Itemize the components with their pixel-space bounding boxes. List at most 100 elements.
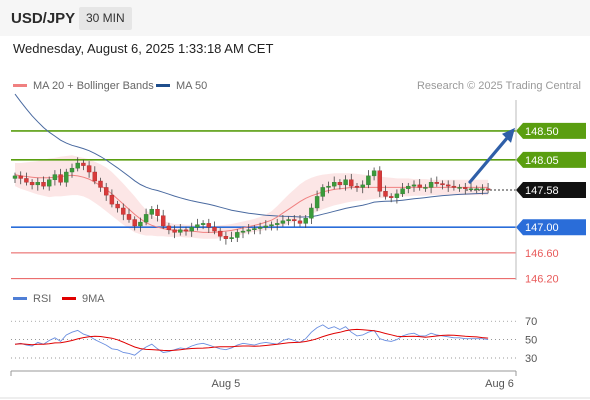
candle xyxy=(109,194,115,205)
price-tag-148.50 xyxy=(516,122,586,139)
x-label-aug-5: Aug 5 xyxy=(212,378,241,390)
projection-arrow-shaft xyxy=(468,135,510,184)
candle xyxy=(417,184,422,188)
timeframe-button[interactable]: 30 MIN xyxy=(79,7,132,30)
candle xyxy=(166,225,172,231)
candle xyxy=(446,184,451,187)
candle xyxy=(411,184,417,187)
ma9-swatch xyxy=(62,296,76,300)
candle xyxy=(394,193,400,198)
candle xyxy=(275,223,280,225)
rsi-tick-50: 50 xyxy=(525,335,537,347)
candle xyxy=(337,182,343,186)
candle xyxy=(75,162,80,169)
candle xyxy=(69,167,75,173)
research-credit: Research © 2025 Trading Central xyxy=(416,80,581,92)
candle xyxy=(183,229,189,232)
price-tag-label-148.05: 148.05 xyxy=(525,155,559,167)
candle xyxy=(58,174,63,183)
candle xyxy=(35,182,40,186)
symbol-label: USD/JPY xyxy=(11,10,76,27)
candle xyxy=(52,174,58,180)
candle xyxy=(320,187,325,197)
candle xyxy=(292,219,297,222)
candle xyxy=(195,224,200,228)
legend-ma50: MA 50 xyxy=(156,80,207,92)
ma50-swatch xyxy=(156,83,170,87)
candle xyxy=(98,180,103,188)
legend-rsi: RSI xyxy=(13,293,51,305)
candle xyxy=(189,227,194,232)
candle xyxy=(160,215,166,227)
candle xyxy=(371,170,377,177)
candle xyxy=(206,223,212,228)
candle xyxy=(326,185,331,188)
candle xyxy=(235,232,240,238)
legend-rsi-label: RSI xyxy=(33,293,52,305)
candle xyxy=(246,229,251,232)
rsi-line xyxy=(14,324,489,356)
candle xyxy=(103,187,109,196)
candle xyxy=(360,184,365,188)
candle xyxy=(252,228,257,231)
candle xyxy=(389,196,394,198)
candle xyxy=(64,171,69,183)
candle xyxy=(354,185,360,188)
datetime-label: Wednesday, August 6, 2025 1:33:18 AM CET xyxy=(13,41,274,56)
rsi-tick-70: 70 xyxy=(525,316,537,328)
candle xyxy=(178,229,183,233)
legend-ma50-label: MA 50 xyxy=(176,80,208,92)
candle xyxy=(18,175,23,179)
candle xyxy=(132,219,137,227)
ma20-swatch xyxy=(13,83,27,87)
legend-ma20-label: MA 20 + Bollinger Bands xyxy=(33,80,154,92)
ma50-line xyxy=(14,93,489,218)
candle xyxy=(126,214,132,220)
candle xyxy=(41,182,46,187)
price-tag-148.05 xyxy=(516,151,586,168)
candle xyxy=(434,182,439,184)
projection-arrow-head xyxy=(502,127,515,143)
candle xyxy=(115,203,120,209)
candle xyxy=(280,220,286,224)
candle xyxy=(468,188,474,190)
candle xyxy=(240,230,246,233)
candle xyxy=(474,188,479,190)
candle xyxy=(480,188,485,190)
candle xyxy=(29,182,35,186)
rsi-ma9-line xyxy=(14,328,489,352)
candle xyxy=(309,207,314,219)
candle xyxy=(343,179,348,186)
candle xyxy=(428,182,434,188)
x-label-aug-6: Aug 6 xyxy=(485,378,514,390)
candle xyxy=(332,182,337,187)
candle xyxy=(257,227,263,229)
candle xyxy=(121,207,126,215)
legend-9ma: 9MA xyxy=(62,293,105,305)
rsi-tick-30: 30 xyxy=(525,353,537,365)
candle xyxy=(223,236,229,239)
candle xyxy=(463,187,468,189)
candle xyxy=(149,209,155,215)
candle xyxy=(172,229,177,233)
candle xyxy=(212,227,217,232)
candle xyxy=(81,162,86,166)
candle xyxy=(400,188,405,195)
legend-ma20: MA 20 + Bollinger Bands xyxy=(13,80,154,92)
legend-9ma-label: 9MA xyxy=(82,293,105,305)
candle xyxy=(383,191,388,197)
rsi-swatch xyxy=(13,296,27,300)
candle xyxy=(24,178,29,183)
price-tag-label-147.58: 147.58 xyxy=(525,185,559,197)
price-tag-147.58 xyxy=(516,182,586,198)
price-tag-label-147.00: 147.00 xyxy=(525,222,559,234)
candle xyxy=(229,237,234,239)
candle xyxy=(200,223,206,225)
candle xyxy=(297,220,303,224)
candle xyxy=(47,179,52,187)
candle xyxy=(349,179,354,187)
candle xyxy=(86,165,92,173)
candle xyxy=(440,183,445,186)
candle xyxy=(377,170,382,192)
candle xyxy=(269,224,274,227)
